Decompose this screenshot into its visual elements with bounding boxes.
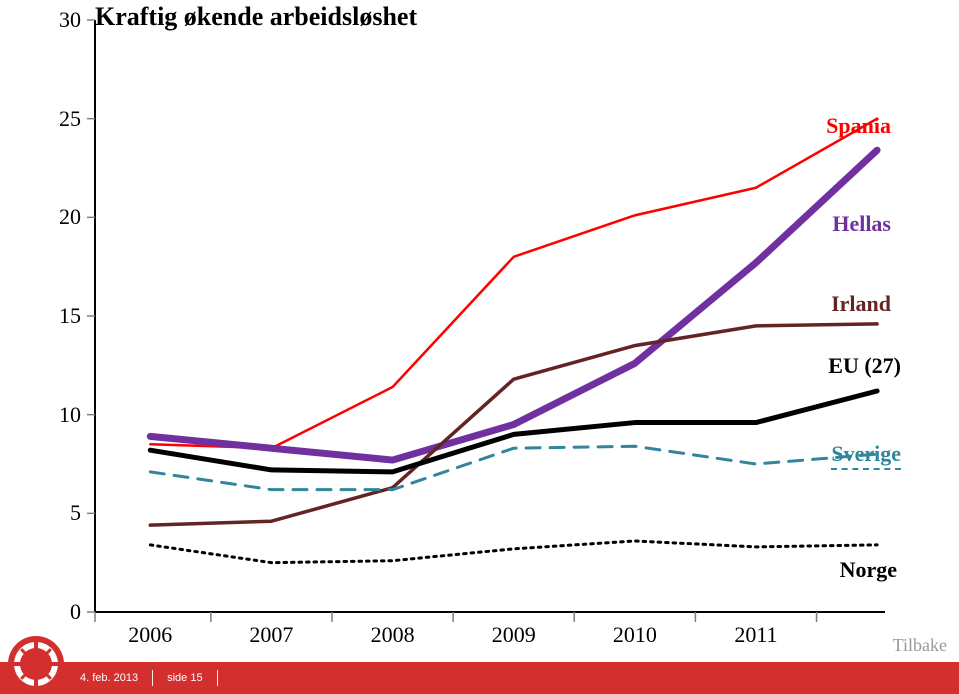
y-tick-label: 20 xyxy=(0,204,81,230)
series-label-Irland: Irland xyxy=(831,291,891,317)
line-chart xyxy=(0,0,959,694)
x-tick-label: 2007 xyxy=(231,622,311,648)
x-tick-label: 2006 xyxy=(110,622,190,648)
footer-sep-1 xyxy=(152,670,153,686)
x-tick-label: 2011 xyxy=(716,622,796,648)
y-tick-label: 5 xyxy=(0,500,81,526)
chart-container: Kraftig økende arbeidsløshet 05101520253… xyxy=(0,0,959,694)
footer-sep-2 xyxy=(217,670,218,686)
series-line-Hellas xyxy=(150,150,877,460)
y-tick-label: 0 xyxy=(0,599,81,625)
x-tick-label: 2008 xyxy=(353,622,433,648)
footer-page: side 15 xyxy=(167,672,202,684)
series-line-Spania xyxy=(150,119,877,449)
y-tick-label: 10 xyxy=(0,402,81,428)
tilbake-link[interactable]: Tilbake xyxy=(893,635,947,656)
series-label-Sverige: Sverige xyxy=(831,441,901,470)
series-line-EU27 xyxy=(150,391,877,472)
footer-date: 4. feb. 2013 xyxy=(80,672,138,684)
x-tick-label: 2009 xyxy=(474,622,554,648)
series-label-Spania: Spania xyxy=(826,113,891,139)
x-tick-label: 2010 xyxy=(595,622,675,648)
series-label-Hellas: Hellas xyxy=(832,211,891,237)
series-line-Norge xyxy=(150,541,877,563)
y-tick-label: 30 xyxy=(0,7,81,33)
series-label-Norge: Norge xyxy=(840,557,897,583)
y-tick-label: 15 xyxy=(0,303,81,329)
series-label-EU27: EU (27) xyxy=(828,353,901,379)
footer-bar: 4. feb. 2013 side 15 xyxy=(0,662,959,694)
lo-logo xyxy=(6,634,66,694)
y-tick-label: 25 xyxy=(0,106,81,132)
